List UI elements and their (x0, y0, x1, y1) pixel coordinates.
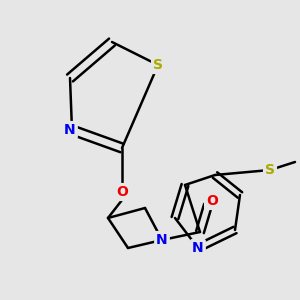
Text: O: O (206, 194, 218, 208)
Text: N: N (192, 241, 204, 255)
Text: N: N (156, 233, 168, 247)
Text: S: S (153, 58, 163, 72)
Text: S: S (265, 163, 275, 177)
Text: N: N (64, 123, 76, 137)
Text: O: O (116, 185, 128, 199)
